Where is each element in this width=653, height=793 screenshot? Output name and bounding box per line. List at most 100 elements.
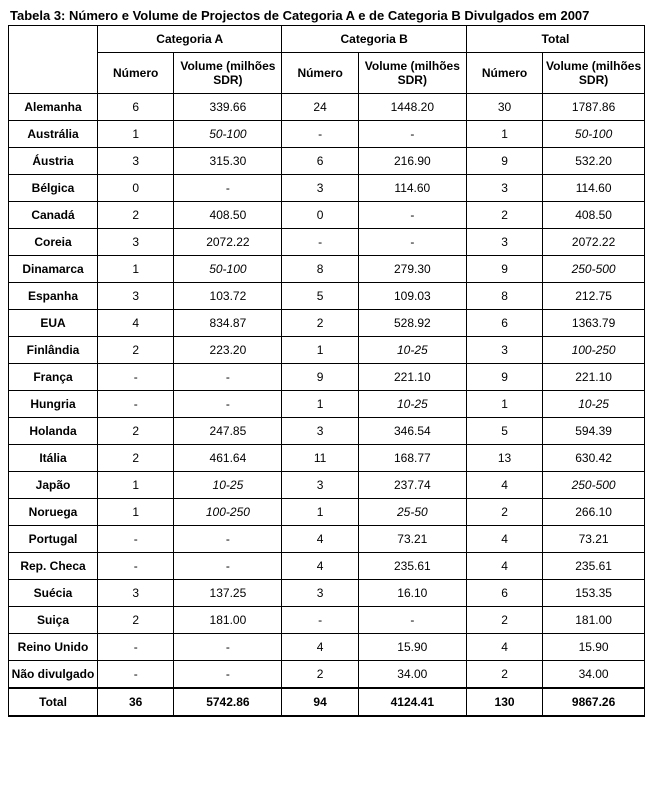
table-row: Portugal--473.21473.21 (9, 526, 645, 553)
table-row: Bélgica0-3114.603114.60 (9, 175, 645, 202)
cell-b-n: 1 (282, 391, 358, 418)
cell-t-n: 3 (466, 337, 542, 364)
cell-a-n: - (98, 661, 174, 689)
cell-b-v: 34.00 (358, 661, 466, 689)
cell-a-v: 315.30 (174, 148, 282, 175)
table-row: Finlândia2223.20110-253100-250 (9, 337, 645, 364)
cell-a-v: 181.00 (174, 607, 282, 634)
row-label: Austrália (9, 121, 98, 148)
cell-b-v: 109.03 (358, 283, 466, 310)
cell-t-v: 1363.79 (543, 310, 645, 337)
cell-b-v: 114.60 (358, 175, 466, 202)
cell-t-n: 4 (466, 526, 542, 553)
row-label: Holanda (9, 418, 98, 445)
cell-b-v: 16.10 (358, 580, 466, 607)
cell-t-n: 2 (466, 661, 542, 689)
cell-b-v: 237.74 (358, 472, 466, 499)
subhead-b-volume: Volume (milhões SDR) (358, 53, 466, 94)
cell-t-n: 2 (466, 202, 542, 229)
cell-a-n: 0 (98, 175, 174, 202)
cell-t-n: 4 (466, 634, 542, 661)
cell-a-v: 834.87 (174, 310, 282, 337)
row-label: EUA (9, 310, 98, 337)
cell-a-n: 3 (98, 580, 174, 607)
row-label: Itália (9, 445, 98, 472)
cell-t-n: 6 (466, 310, 542, 337)
cell-t-v: 266.10 (543, 499, 645, 526)
cell-a-n: - (98, 391, 174, 418)
cell-a-n: 1 (98, 121, 174, 148)
cell-a-n: 3 (98, 283, 174, 310)
cell-t-n: 9 (466, 256, 542, 283)
cell-a-v: - (174, 364, 282, 391)
cell-a-v: 2072.22 (174, 229, 282, 256)
cell-t-v: 1787.86 (543, 94, 645, 121)
cell-b-v: 25-50 (358, 499, 466, 526)
row-label: Suécia (9, 580, 98, 607)
cell-a-v: - (174, 175, 282, 202)
group-header-total: Total (466, 26, 644, 53)
row-label: Noruega (9, 499, 98, 526)
cell-b-n: - (282, 121, 358, 148)
cell-t-v: 630.42 (543, 445, 645, 472)
cell-a-n: 2 (98, 418, 174, 445)
table-row: Holanda2247.853346.545594.39 (9, 418, 645, 445)
table-row: Alemanha6339.66241448.20301787.86 (9, 94, 645, 121)
table-body: Alemanha6339.66241448.20301787.86Austrál… (9, 94, 645, 689)
cell-b-v: 346.54 (358, 418, 466, 445)
cell-b-v: 15.90 (358, 634, 466, 661)
cell-a-n: - (98, 634, 174, 661)
total-label: Total (9, 688, 98, 716)
cell-t-v: 594.39 (543, 418, 645, 445)
cell-t-v: 100-250 (543, 337, 645, 364)
cell-t-n: 3 (466, 175, 542, 202)
cell-b-v: - (358, 229, 466, 256)
cell-a-v: 10-25 (174, 472, 282, 499)
cell-a-n: 3 (98, 229, 174, 256)
table-row: Áustria3315.306216.909532.20 (9, 148, 645, 175)
cell-a-v: 461.64 (174, 445, 282, 472)
cell-t-n: 5 (466, 418, 542, 445)
cell-a-v: 247.85 (174, 418, 282, 445)
cell-b-n: 11 (282, 445, 358, 472)
table-row: Japão110-253237.744250-500 (9, 472, 645, 499)
cell-b-n: 3 (282, 472, 358, 499)
cell-t-n: 9 (466, 364, 542, 391)
cell-t-v: 2072.22 (543, 229, 645, 256)
cell-t-n: 4 (466, 553, 542, 580)
subhead-a-numero: Número (98, 53, 174, 94)
cell-b-v: 528.92 (358, 310, 466, 337)
cell-b-v: - (358, 202, 466, 229)
table-row: Hungria--110-25110-25 (9, 391, 645, 418)
cell-b-v: 235.61 (358, 553, 466, 580)
cell-a-n: - (98, 364, 174, 391)
cell-a-v: - (174, 634, 282, 661)
cell-t-n: 13 (466, 445, 542, 472)
row-label: Espanha (9, 283, 98, 310)
table-row: Canadá2408.500-2408.50 (9, 202, 645, 229)
cell-b-v: 73.21 (358, 526, 466, 553)
table-row: Suécia3137.25316.106153.35 (9, 580, 645, 607)
table-caption: Tabela 3: Número e Volume de Projectos d… (10, 8, 645, 23)
cell-b-v: - (358, 121, 466, 148)
row-label: Não divulgado (9, 661, 98, 689)
row-label: Bélgica (9, 175, 98, 202)
cell-t-v: 15.90 (543, 634, 645, 661)
row-label: Hungria (9, 391, 98, 418)
cell-t-v: 34.00 (543, 661, 645, 689)
cell-a-v: 50-100 (174, 256, 282, 283)
cell-b-n: - (282, 229, 358, 256)
cell-t-v: 212.75 (543, 283, 645, 310)
cell-a-n: 1 (98, 499, 174, 526)
total-a-n: 36 (98, 688, 174, 716)
cell-a-n: 4 (98, 310, 174, 337)
row-label: Rep. Checa (9, 553, 98, 580)
cell-t-v: 250-500 (543, 472, 645, 499)
cell-t-n: 8 (466, 283, 542, 310)
cell-a-n: 1 (98, 256, 174, 283)
table-row: Espanha3103.725109.038212.75 (9, 283, 645, 310)
cell-t-n: 4 (466, 472, 542, 499)
total-t-n: 130 (466, 688, 542, 716)
cell-t-v: 532.20 (543, 148, 645, 175)
cell-a-v: 100-250 (174, 499, 282, 526)
